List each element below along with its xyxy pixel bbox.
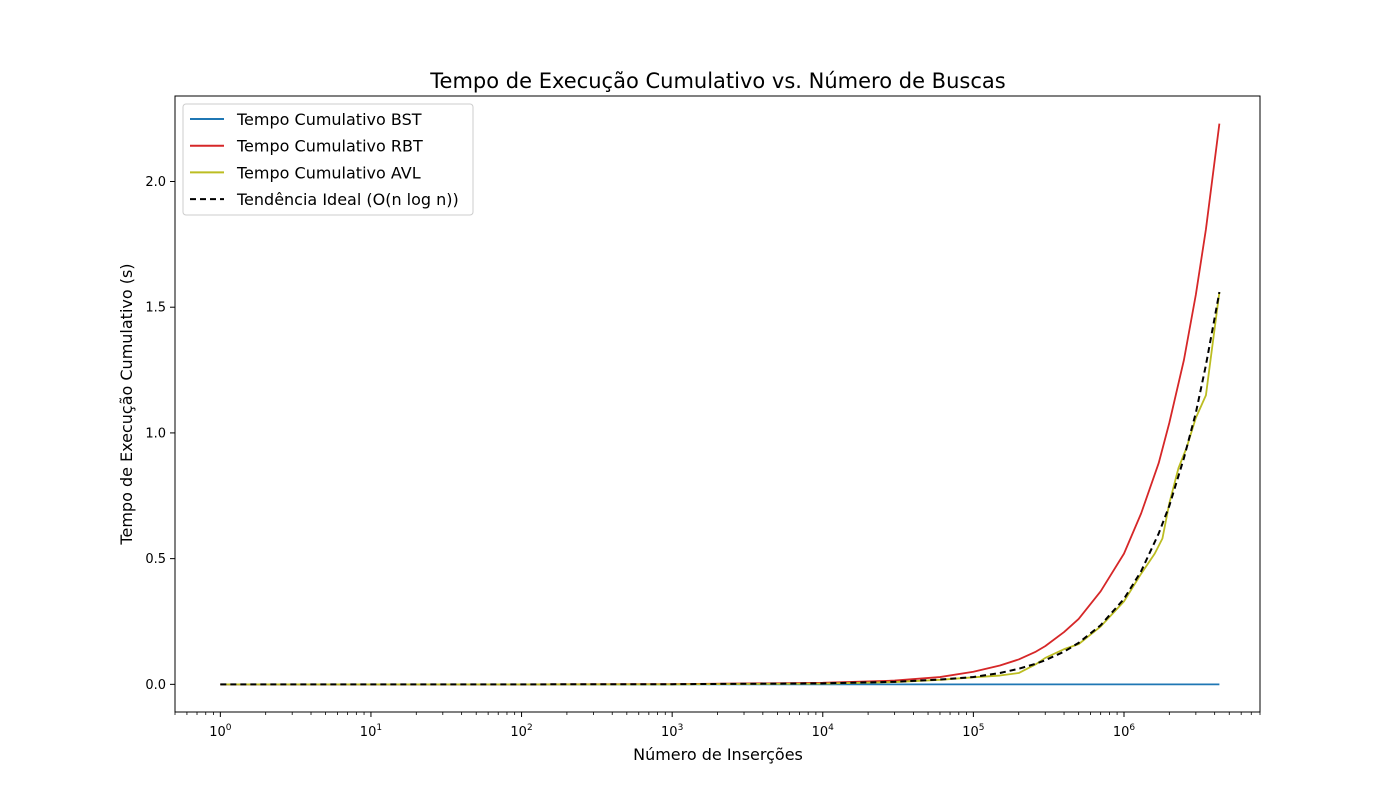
x-tick-label-exponent: 5	[979, 723, 985, 733]
x-tick-label-base: 10	[1113, 725, 1130, 740]
legend-box	[182, 103, 474, 216]
x-tick-label-exponent: 6	[1129, 723, 1135, 733]
series-layer	[220, 123, 1221, 686]
legend-label-3: Tendência Ideal (O(n log n))	[236, 190, 459, 209]
legend-label-2: Tempo Cumulativo AVL	[236, 163, 421, 182]
x-tick-label-2: 102	[510, 723, 532, 740]
legend-label-0: Tempo Cumulativo BST	[236, 110, 422, 129]
y-axis-label: Tempo de Execução Cumulativo (s)	[117, 263, 136, 545]
x-tick-label-base: 10	[510, 725, 527, 740]
x-tick-label-base: 10	[812, 725, 829, 740]
y-tick-label-2: 1.0	[145, 426, 166, 441]
x-tick-label-1: 101	[360, 723, 382, 740]
x-tick-label-3: 103	[661, 723, 683, 740]
y-tick-label-0: 0.0	[145, 678, 166, 693]
x-tick-label-6: 106	[1113, 723, 1136, 740]
legend: Tempo Cumulativo BST Tempo Cumulativo RBT…	[182, 103, 474, 216]
x-tick-label-5: 105	[962, 723, 984, 740]
x-tick-label-base: 10	[209, 725, 226, 740]
x-axis: 100 101 102 103 104 105 106	[174, 712, 1261, 740]
legend-label-1: Tempo Cumulativo RBT	[236, 137, 423, 156]
x-tick-label-0: 100	[209, 723, 232, 740]
y-tick-label-3: 1.5	[145, 301, 166, 316]
x-tick-label-exponent: 2	[527, 723, 533, 733]
series-line-2	[220, 291, 1221, 686]
x-axis-label: Número de Inserções	[633, 745, 803, 764]
y-tick-label-4: 2.0	[145, 175, 166, 190]
x-tick-label-base: 10	[360, 725, 377, 740]
x-tick-label-base: 10	[661, 725, 678, 740]
x-tick-label-exponent: 0	[226, 723, 232, 733]
chart-title: Tempo de Execução Cumulativo vs. Número …	[429, 69, 1005, 93]
series-line-3	[220, 291, 1221, 686]
x-tick-label-exponent: 4	[828, 723, 834, 733]
legend-items: Tempo Cumulativo BST Tempo Cumulativo RBT…	[190, 110, 459, 209]
y-tick-label-1: 0.5	[145, 552, 166, 567]
x-tick-label-exponent: 3	[678, 723, 684, 733]
x-tick-label-exponent: 1	[376, 723, 382, 733]
x-tick-label-base: 10	[962, 725, 979, 740]
x-tick-label-4: 104	[812, 723, 835, 740]
y-axis: 0.0 0.5 1.0 1.5 2.0	[145, 175, 175, 693]
